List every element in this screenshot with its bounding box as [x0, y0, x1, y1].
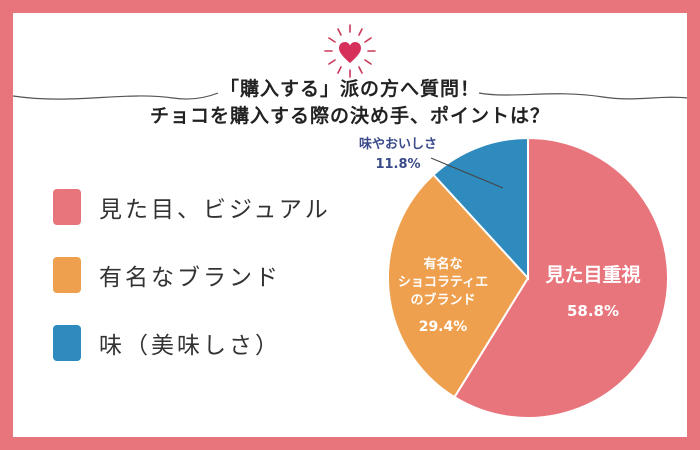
slice-label-taste: 味やおいしさ	[359, 136, 437, 152]
card: 「購入する」派の方へ質問！ チョコを購入する際の決め手、ポイントは？ 見た目、ビ…	[13, 13, 687, 437]
legend-label: 見た目、ビジュアル	[99, 197, 331, 223]
slice-label-brand-line: のブランド	[410, 292, 475, 308]
legend-label: 味（美味しさ）	[99, 333, 281, 359]
heart-badge	[320, 23, 380, 83]
legend-item-taste: 味（美味しさ）	[53, 309, 331, 377]
leader-line-taste	[430, 157, 504, 189]
slice-value-taste: 11.8%	[375, 157, 420, 172]
pie-slice-0	[453, 136, 669, 419]
decorative-wave-lines	[13, 92, 687, 100]
slice-label-brand-line: 有名な	[423, 256, 462, 272]
heart-icon	[339, 42, 361, 63]
legend-item-brand: 有名なブランド	[53, 241, 331, 309]
page-title: 「購入する」派の方へ質問！ チョコを購入する際の決め手、ポイントは？	[13, 76, 687, 130]
slice-label-visual: 見た目重視	[545, 263, 640, 286]
legend-swatch	[53, 325, 81, 361]
legend-label: 有名なブランド	[99, 265, 281, 291]
slice-value-visual: 58.8%	[567, 302, 619, 320]
sparkle-rays-icon	[324, 24, 376, 78]
legend-item-visual: 見た目、ビジュアル	[53, 173, 331, 241]
legend: 見た目、ビジュアル 有名なブランド 味（美味しさ）	[53, 173, 331, 377]
legend-swatch	[53, 189, 81, 225]
title-line-1: 「購入する」派の方へ質問！	[219, 78, 480, 100]
pie-slice-2	[432, 136, 529, 281]
title-line-2: チョコを購入する際の決め手、ポイントは？	[149, 105, 550, 127]
legend-swatch	[53, 257, 81, 293]
pie-slice-1	[387, 173, 530, 399]
slice-label-brand-line: ショコラティエ	[398, 275, 488, 290]
slice-value-brand: 29.4%	[419, 319, 468, 335]
